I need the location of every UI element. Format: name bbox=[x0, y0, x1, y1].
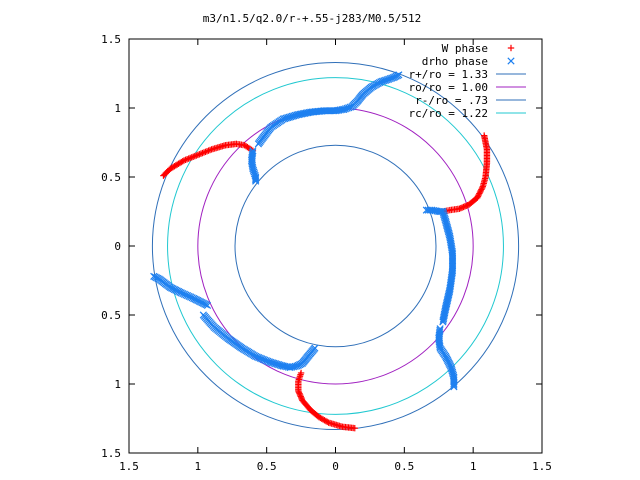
circle-0 bbox=[151, 61, 520, 431]
y-tick-label: 0.5 bbox=[101, 309, 121, 322]
data-point bbox=[202, 148, 209, 156]
x-tick-label: 1 bbox=[195, 460, 202, 473]
data-point bbox=[206, 146, 214, 154]
y-tick-label: 1.5 bbox=[101, 447, 121, 460]
data-point bbox=[475, 191, 482, 199]
data-point bbox=[180, 157, 188, 164]
legend-label: r-/ro = .73 bbox=[415, 94, 488, 107]
data-point bbox=[450, 379, 458, 388]
x-tick-label: 0.5 bbox=[257, 460, 277, 473]
y-tick-label: 0.5 bbox=[101, 171, 121, 184]
data-point bbox=[194, 151, 202, 159]
data-point bbox=[476, 190, 483, 197]
data-point bbox=[477, 187, 484, 194]
legend-marker bbox=[507, 44, 515, 52]
x-tick-label: 1.5 bbox=[532, 460, 552, 473]
legend-marker bbox=[507, 57, 515, 65]
data-point bbox=[203, 148, 211, 155]
data-point bbox=[395, 71, 403, 79]
series-0 bbox=[160, 132, 491, 432]
data-point bbox=[252, 174, 260, 183]
data-point bbox=[188, 154, 195, 161]
y-tick-label: 0 bbox=[114, 240, 121, 253]
circle-2 bbox=[234, 144, 437, 348]
x-tick-label: 1 bbox=[470, 460, 477, 473]
data-point bbox=[186, 154, 194, 162]
data-point bbox=[297, 369, 305, 377]
circle-3 bbox=[167, 77, 504, 415]
data-point bbox=[197, 150, 205, 157]
data-point bbox=[199, 149, 206, 157]
data-point bbox=[191, 152, 198, 160]
x-tick-label: 0 bbox=[332, 460, 339, 473]
legend-label: drho phase bbox=[422, 55, 488, 68]
data-point bbox=[476, 188, 484, 196]
y-tick-label: 1 bbox=[114, 378, 121, 391]
legend-label: W phase bbox=[442, 42, 488, 55]
data-point bbox=[182, 156, 189, 164]
data-point bbox=[205, 147, 212, 154]
data-point bbox=[200, 149, 208, 156]
data-point bbox=[199, 311, 207, 319]
legend-label: r+/ro = 1.33 bbox=[409, 68, 488, 81]
data-point bbox=[196, 151, 203, 158]
series-1 bbox=[150, 71, 458, 391]
chart-title: m3/n1.5/q2.0/r-+.55-j283/M0.5/512 bbox=[203, 12, 422, 25]
data-point bbox=[185, 155, 192, 162]
data-point bbox=[150, 272, 158, 280]
x-tick-label: 1.5 bbox=[119, 460, 139, 473]
data-point bbox=[193, 152, 200, 159]
data-point bbox=[478, 184, 486, 192]
data-point bbox=[450, 381, 458, 389]
data-point bbox=[439, 318, 447, 326]
data-point bbox=[179, 158, 186, 165]
series-layer bbox=[150, 71, 491, 432]
data-point bbox=[439, 316, 447, 324]
y-tick-label: 1 bbox=[114, 102, 121, 115]
x-tick-label: 0.5 bbox=[394, 460, 414, 473]
data-point bbox=[479, 183, 487, 190]
data-point bbox=[450, 383, 458, 391]
reference-circles bbox=[151, 61, 520, 431]
legend-label: ro/ro = 1.00 bbox=[409, 81, 488, 94]
data-point bbox=[252, 177, 260, 185]
y-tick-label: 1.5 bbox=[101, 33, 121, 46]
legend-label: rc/ro = 1.22 bbox=[409, 107, 488, 120]
data-point bbox=[183, 156, 191, 163]
data-point bbox=[190, 153, 197, 160]
data-point bbox=[478, 186, 485, 193]
data-point bbox=[252, 176, 260, 184]
axis-ticks: 1.5 1 0.5 0 0.5 1 1.51.510.500.511.5 bbox=[101, 33, 552, 473]
